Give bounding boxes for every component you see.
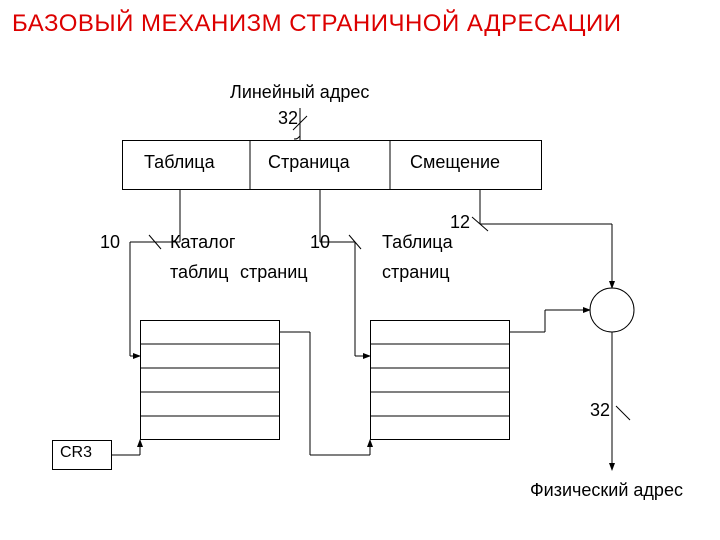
bits-32-right: 32 xyxy=(590,400,610,421)
table-field-label: Таблица xyxy=(144,152,215,173)
catalog-label: Каталог xyxy=(170,232,235,253)
offset-field-label: Смещение xyxy=(410,152,500,173)
pages-word-label: страниц xyxy=(240,262,308,283)
page-table xyxy=(370,320,510,440)
page-field-label: Страница xyxy=(268,152,350,173)
ten-mid-label: 10 xyxy=(310,232,330,253)
bits-32-top: 32 xyxy=(278,108,298,129)
catalog-table xyxy=(140,320,280,440)
pages-word2-label: страниц xyxy=(382,262,450,283)
page-title: БАЗОВЫЙ МЕХАНИЗМ СТРАНИЧНОЙ АДРЕСАЦИИ xyxy=(12,10,622,38)
page-table-label: Таблица xyxy=(382,232,453,253)
ten-left-label: 10 xyxy=(100,232,120,253)
tables-word-label: таблиц xyxy=(170,262,228,283)
physical-address-label: Физический адрес xyxy=(530,480,683,501)
linear-address-label: Линейный адрес xyxy=(230,82,369,103)
twelve-label: 12 xyxy=(450,212,470,233)
cr3-label: CR3 xyxy=(60,444,92,462)
